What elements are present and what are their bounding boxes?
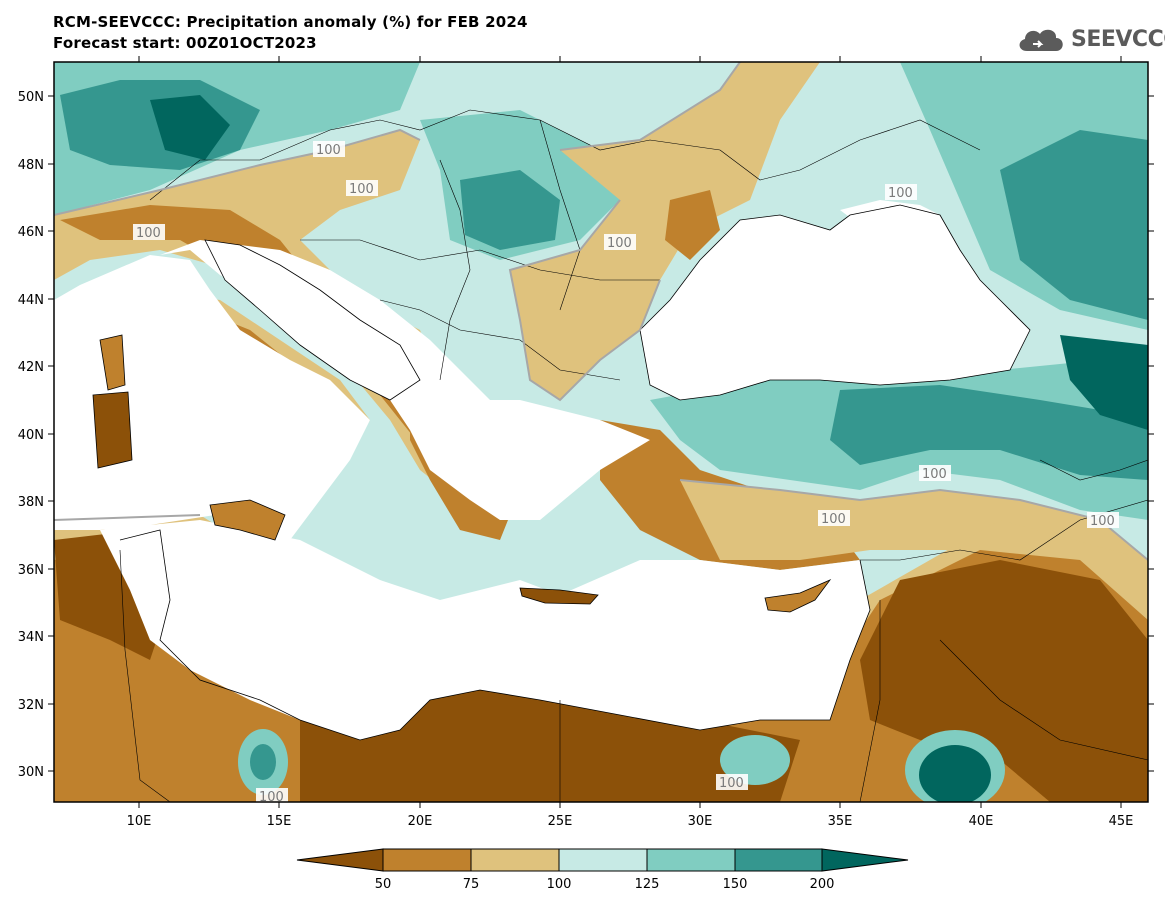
contour-label: 100 [719, 776, 744, 791]
colorbar-segment [734, 848, 823, 872]
colorbar-segment [470, 848, 560, 872]
field-romania-tan [510, 62, 820, 400]
lat-label: 30N [18, 765, 44, 780]
lon-labels: 10E 15E 20E 25E 30E 35E 40E 45E [127, 814, 1134, 829]
colorbar-tick-label: 150 [723, 877, 748, 892]
lat-label: 48N [18, 158, 44, 173]
island-corsica [100, 335, 125, 390]
lat-labels: 50N 48N 46N 44N 42N 40N 38N 36N 34N 32N … [18, 90, 44, 780]
lon-label: 30E [688, 814, 713, 829]
field-caucasus-darkest [1060, 335, 1148, 430]
colorbar-segment [821, 848, 909, 872]
cloud-icon [1019, 29, 1063, 51]
colorbar-segment [646, 848, 736, 872]
map-fields [54, 62, 1148, 802]
colorbar-tick-label: 100 [547, 877, 572, 892]
colorbar-labels: 50 75 100 125 150 200 [375, 877, 835, 892]
colorbar-segment [296, 848, 384, 872]
lat-label: 34N [18, 630, 44, 645]
lon-label: 40E [969, 814, 994, 829]
lon-label: 25E [548, 814, 573, 829]
seevccc-logo: SEEVCCC [1015, 22, 1165, 56]
lat-label: 32N [18, 698, 44, 713]
black-sea [640, 205, 1030, 400]
colorbar [296, 848, 909, 872]
contour-label: 100 [316, 143, 341, 158]
field-russia-dark [1000, 130, 1148, 320]
contour-label: 100 [888, 186, 913, 201]
contour-label: 100 [922, 467, 947, 482]
colorbar-tick-label: 75 [463, 877, 480, 892]
lat-label: 40N [18, 428, 44, 443]
field-central-europe-darkest [150, 95, 230, 160]
country-borders [119, 109, 1148, 802]
lon-label: 15E [267, 814, 292, 829]
field-egypt-wet-teal [720, 735, 790, 785]
lat-label: 38N [18, 495, 44, 510]
colorbar-tick-label: 125 [635, 877, 660, 892]
lon-label: 45E [1109, 814, 1134, 829]
island-cyprus [765, 580, 830, 612]
lat-label: 46N [18, 225, 44, 240]
field-anatolia-dark [830, 385, 1148, 480]
adriatic-sea [205, 240, 420, 400]
lon-label: 20E [408, 814, 433, 829]
lon-axis [138, 56, 1122, 808]
field-libya-wet-dark [250, 744, 276, 780]
coastlines [92, 204, 1031, 741]
contour-label: 100 [136, 226, 161, 241]
field-carpathian-dark [460, 170, 560, 250]
chart-subtitle: Forecast start: 00Z01OCT2023 [53, 34, 317, 52]
lat-label: 50N [18, 90, 44, 105]
lon-label: 10E [127, 814, 152, 829]
island-sardinia [93, 392, 132, 468]
lat-label: 44N [18, 293, 44, 308]
mediterranean-sea [54, 240, 870, 740]
island-crete [520, 588, 598, 604]
field-africa-south-dark [54, 530, 1148, 802]
contour-labels: 100 100 100 100 100 100 100 100 100 100 [133, 141, 1119, 805]
colorbar-tick-label: 50 [375, 877, 392, 892]
contour-label: 100 [821, 512, 846, 527]
contour-label: 100 [349, 182, 374, 197]
island-sicily [210, 500, 285, 540]
lat-axis [48, 95, 1154, 772]
lat-label: 42N [18, 360, 44, 375]
colorbar-segment [382, 848, 472, 872]
lon-label: 35E [828, 814, 853, 829]
sea-of-azov [840, 200, 940, 225]
contour-label: 100 [607, 236, 632, 251]
colorbar-tick-label: 200 [810, 877, 835, 892]
field-arabia-wet-darkest [919, 745, 991, 802]
chart-title: RCM-SEEVCCC: Precipitation anomaly (%) f… [53, 13, 528, 31]
lat-label: 36N [18, 563, 44, 578]
logo-text: SEEVCCC [1071, 26, 1165, 52]
field-moldova-brown [665, 190, 720, 260]
colorbar-segment [558, 848, 648, 872]
map-frame [53, 61, 1149, 803]
contour-label: 100 [1090, 514, 1115, 529]
